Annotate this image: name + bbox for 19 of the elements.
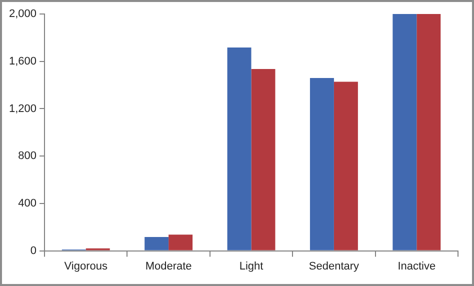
y-tick-label: 800 <box>18 150 37 162</box>
y-tick-label: 2,000 <box>8 8 37 20</box>
y-tick-label: 1,200 <box>8 102 37 115</box>
bar <box>251 68 276 250</box>
y-tick-label: 0 <box>30 244 37 257</box>
bar <box>168 234 193 250</box>
x-tick-label: Moderate <box>145 260 192 272</box>
bar <box>227 48 252 250</box>
x-tick-label: Light <box>239 260 264 272</box>
x-tick-label: Vigorous <box>64 260 108 272</box>
y-tick-label: 400 <box>18 197 37 210</box>
bar <box>392 14 417 250</box>
x-tick-label: Sedentary <box>308 260 360 272</box>
bar <box>144 236 169 250</box>
bar <box>334 82 358 250</box>
bar <box>310 78 334 250</box>
bar <box>416 14 441 250</box>
y-tick-label: 1,600 <box>8 55 37 68</box>
x-tick-label: Inactive <box>398 260 436 272</box>
